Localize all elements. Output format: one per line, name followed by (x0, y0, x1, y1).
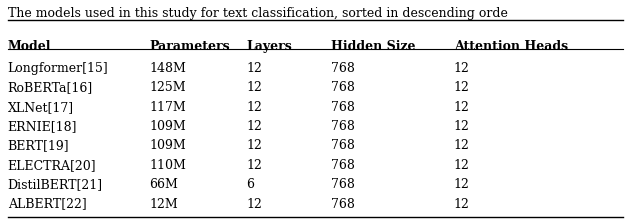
Text: XLNet[17]: XLNet[17] (8, 101, 74, 114)
Text: Layers: Layers (246, 40, 292, 53)
Text: 12: 12 (454, 81, 470, 94)
Text: 12: 12 (454, 159, 470, 172)
Text: Attention Heads: Attention Heads (454, 40, 568, 53)
Text: 12: 12 (454, 62, 470, 75)
Text: 768: 768 (332, 81, 355, 94)
Text: Model: Model (8, 40, 51, 53)
Text: ERNIE[18]: ERNIE[18] (8, 120, 77, 133)
Text: 117M: 117M (149, 101, 186, 114)
Text: 768: 768 (332, 120, 355, 133)
Text: Longformer[15]: Longformer[15] (8, 62, 108, 75)
Text: 12: 12 (246, 81, 262, 94)
Text: 12: 12 (246, 62, 262, 75)
Text: 12M: 12M (149, 198, 178, 211)
Text: The models used in this study for text classification, sorted in descending orde: The models used in this study for text c… (8, 7, 508, 20)
Text: 148M: 148M (149, 62, 186, 75)
Text: 12: 12 (454, 120, 470, 133)
Text: 12: 12 (454, 178, 470, 191)
Text: 768: 768 (332, 101, 355, 114)
Text: 768: 768 (332, 198, 355, 211)
Text: ALBERT[22]: ALBERT[22] (8, 198, 86, 211)
Text: 12: 12 (454, 198, 470, 211)
Text: 768: 768 (332, 139, 355, 153)
Text: 66M: 66M (149, 178, 178, 191)
Text: 768: 768 (332, 159, 355, 172)
Text: BERT[19]: BERT[19] (8, 139, 69, 153)
Text: 109M: 109M (149, 120, 186, 133)
Text: 12: 12 (454, 139, 470, 153)
Text: 12: 12 (246, 139, 262, 153)
Text: 6: 6 (246, 178, 255, 191)
Text: 768: 768 (332, 178, 355, 191)
Text: 768: 768 (332, 62, 355, 75)
Text: 110M: 110M (149, 159, 186, 172)
Text: Parameters: Parameters (149, 40, 230, 53)
Text: 12: 12 (246, 120, 262, 133)
Text: DistilBERT[21]: DistilBERT[21] (8, 178, 103, 191)
Text: 12: 12 (246, 198, 262, 211)
Text: Hidden Size: Hidden Size (332, 40, 416, 53)
Text: ELECTRA[20]: ELECTRA[20] (8, 159, 96, 172)
Text: RoBERTa[16]: RoBERTa[16] (8, 81, 93, 94)
Text: 109M: 109M (149, 139, 186, 153)
Text: 12: 12 (246, 101, 262, 114)
Text: 12: 12 (246, 159, 262, 172)
Text: 12: 12 (454, 101, 470, 114)
Text: 125M: 125M (149, 81, 186, 94)
